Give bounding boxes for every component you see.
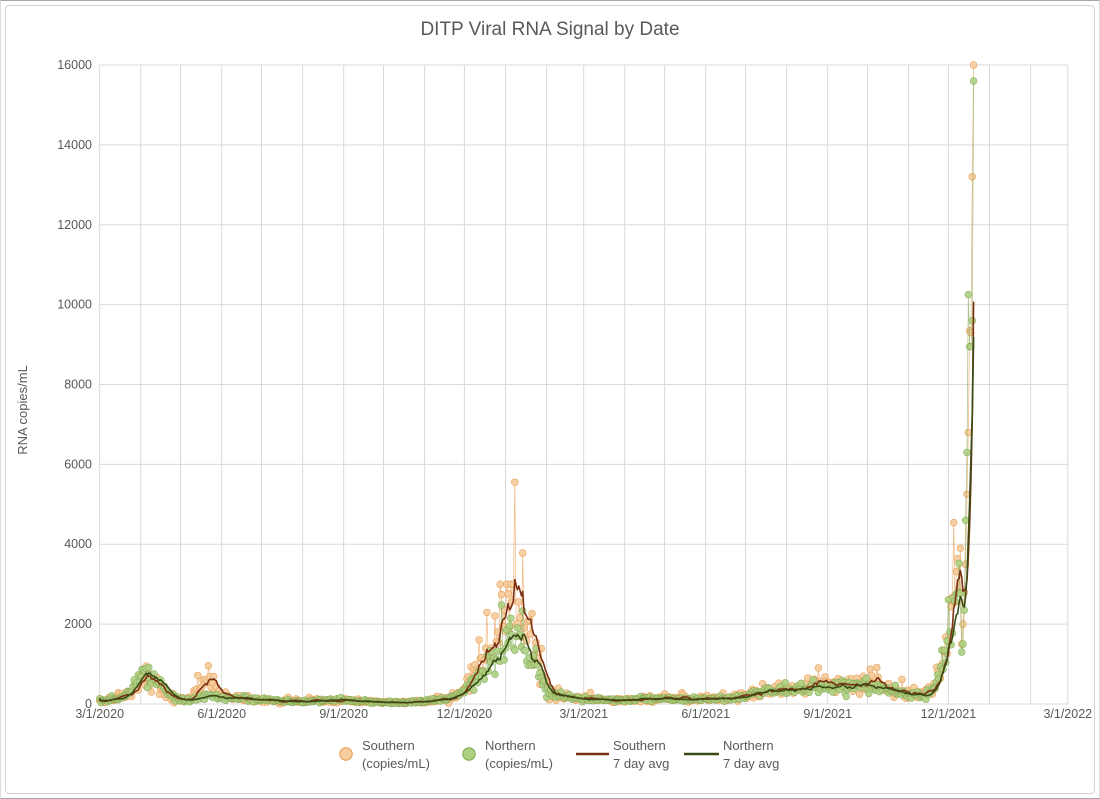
svg-text:9/1/2021: 9/1/2021 <box>803 707 852 721</box>
svg-text:Northern: Northern <box>485 738 536 753</box>
svg-text:7 day avg: 7 day avg <box>723 756 779 771</box>
svg-text:Southern: Southern <box>362 738 415 753</box>
svg-text:3/1/2022: 3/1/2022 <box>1043 707 1092 721</box>
svg-text:4000: 4000 <box>64 537 92 551</box>
svg-text:9/1/2020: 9/1/2020 <box>319 707 368 721</box>
svg-text:7 day avg: 7 day avg <box>613 756 669 771</box>
svg-text:Southern: Southern <box>613 738 666 753</box>
svg-text:10000: 10000 <box>57 298 92 312</box>
svg-text:8000: 8000 <box>64 378 92 392</box>
svg-text:6/1/2020: 6/1/2020 <box>197 707 246 721</box>
svg-text:Northern: Northern <box>723 738 774 753</box>
svg-text:14000: 14000 <box>57 138 92 152</box>
svg-text:2000: 2000 <box>64 617 92 631</box>
svg-text:RNA copies/mL: RNA copies/mL <box>15 365 30 455</box>
svg-text:3/1/2020: 3/1/2020 <box>75 707 124 721</box>
svg-text:12/1/2021: 12/1/2021 <box>921 707 977 721</box>
svg-text:12000: 12000 <box>57 218 92 232</box>
svg-text:12/1/2020: 12/1/2020 <box>437 707 493 721</box>
svg-text:(copies/mL): (copies/mL) <box>362 756 430 771</box>
svg-text:(copies/mL): (copies/mL) <box>485 756 553 771</box>
svg-text:16000: 16000 <box>57 58 92 72</box>
svg-text:3/1/2021: 3/1/2021 <box>559 707 608 721</box>
svg-text:6000: 6000 <box>64 457 92 471</box>
svg-text:6/1/2021: 6/1/2021 <box>681 707 730 721</box>
